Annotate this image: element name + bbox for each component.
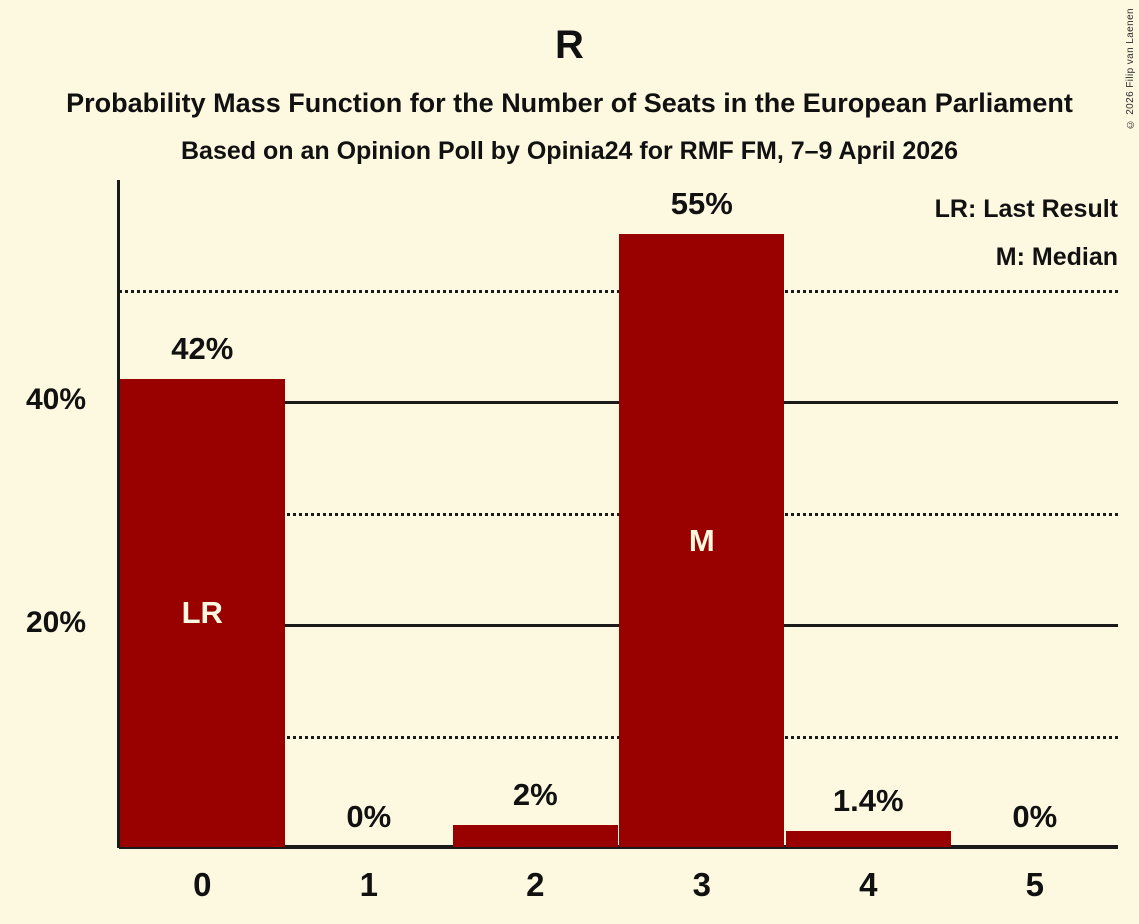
bar-value-label-3: 55%	[670, 186, 733, 222]
bar-value-label-1: 0%	[346, 799, 392, 834]
y-axis-line	[117, 180, 120, 848]
x-axis-tick-label-4: 4	[859, 866, 878, 903]
chart-source-line: Based on an Opinion Poll by Opinia24 for…	[181, 137, 958, 165]
gridline-30	[119, 512, 1118, 516]
bar-0[interactable]	[119, 379, 285, 847]
gridline-50	[119, 290, 1118, 293]
page-title: R	[555, 23, 584, 67]
y-axis-tick-label: 40%	[25, 383, 86, 417]
bar-value-label-4: 1.4%	[832, 783, 904, 819]
bar-marker-m: M	[688, 522, 715, 558]
bar-value-label-5: 0%	[1012, 799, 1058, 834]
x-axis-tick-label-3: 3	[692, 866, 711, 903]
x-axis-tick-label-0: 0	[193, 866, 212, 903]
chart-subtitle: Probability Mass Function for the Number…	[66, 88, 1073, 118]
gridline-40	[119, 401, 1118, 405]
legend-item-median: M: Median	[995, 243, 1118, 271]
gridline-10	[119, 735, 1118, 739]
gridline-20	[119, 624, 1118, 628]
x-axis-line	[119, 845, 1118, 849]
x-axis-tick-label-2: 2	[526, 866, 545, 903]
plot-area	[119, 180, 1118, 847]
x-axis-tick-label-5: 5	[1025, 866, 1044, 903]
bar-4[interactable]	[785, 831, 951, 847]
bar-marker-lr: LR	[181, 595, 223, 631]
bar-3[interactable]	[619, 234, 785, 847]
copyright-notice: © 2026 Filip van Laenen	[1125, 8, 1136, 130]
bar-2[interactable]	[452, 824, 618, 847]
bar-value-label-0: 42%	[171, 331, 234, 367]
legend-item-last-result: LR: Last Result	[934, 195, 1118, 223]
x-axis-tick-label-1: 1	[359, 866, 378, 903]
chart-legend: LR: Last Result M: Median	[935, 185, 1118, 281]
y-axis-tick-label: 20%	[25, 606, 86, 640]
bar-value-label-2: 2%	[512, 776, 558, 812]
